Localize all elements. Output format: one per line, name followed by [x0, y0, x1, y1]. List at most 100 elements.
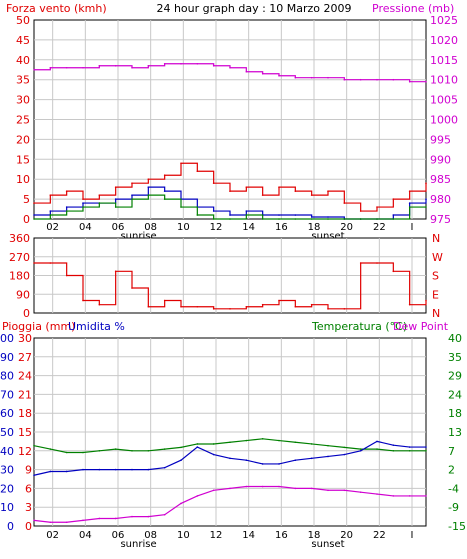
series-direction-point — [327, 308, 329, 310]
series-magenta-point — [261, 72, 264, 75]
series-direction — [34, 262, 427, 310]
series-blue-point — [98, 468, 101, 471]
series-green-point — [408, 206, 411, 208]
series-red-point — [163, 174, 166, 177]
series-green-point — [82, 206, 84, 208]
rain-axis-label: Pioggia (mm) — [2, 320, 75, 333]
series-red-point — [229, 190, 231, 192]
series-green-point — [392, 218, 395, 220]
humidity-tick-label: 0 — [7, 520, 14, 533]
pressure-tick-label: 1000 — [430, 114, 458, 127]
rain-tick-label: 3 — [25, 501, 32, 514]
time-tick-label: 22 — [373, 530, 386, 541]
compass-tick-label: E — [432, 288, 439, 301]
series-magenta-point — [229, 66, 231, 69]
time-tick-label: 10 — [177, 222, 190, 233]
time-tick-label: 18 — [308, 222, 321, 233]
series-blue-point — [327, 455, 329, 458]
series-direction-point — [278, 299, 280, 302]
series-red-point — [343, 202, 346, 204]
series-green-point — [229, 441, 231, 444]
dewpoint-axis-label: Dew Point — [393, 320, 449, 333]
series-blue-point — [33, 214, 35, 216]
series-direction-point — [196, 305, 199, 308]
wind-tick-label: 10 — [16, 173, 30, 186]
series-green-point — [294, 441, 297, 444]
series-green-point — [196, 214, 199, 216]
series-magenta-point — [245, 70, 248, 73]
rain-tick-label: 9 — [25, 464, 32, 477]
series-green-point — [33, 218, 35, 220]
series-magenta-point — [131, 66, 133, 69]
time-tick-label: 20 — [340, 530, 353, 541]
time-tick-label: 10 — [177, 530, 190, 541]
series-direction-point — [65, 274, 68, 277]
wind-tick-label: 20 — [16, 133, 30, 146]
series-blue-point — [196, 446, 199, 448]
series-magenta-point — [82, 519, 84, 522]
series-green-point — [310, 443, 313, 445]
sunset-label: sunset — [311, 539, 344, 550]
temperature-tick-label: 35 — [448, 351, 462, 364]
series-green-point — [49, 214, 52, 216]
time-tick-label: 18 — [308, 530, 321, 541]
series-blue-point — [229, 457, 231, 460]
time-tick-label: 22 — [373, 222, 386, 233]
series-magenta-point — [65, 521, 68, 524]
series-direction-point — [114, 270, 117, 273]
series-magenta-point — [245, 485, 248, 488]
series-green-point — [343, 218, 346, 220]
series-green-point — [278, 439, 280, 442]
series-direction-point — [98, 303, 101, 306]
series-green-point — [245, 439, 248, 442]
series-blue-point — [229, 214, 231, 216]
series-blue-point — [408, 202, 411, 204]
wind-tick-label: 40 — [16, 54, 30, 67]
series-red-point — [212, 182, 215, 184]
series-magenta-point — [425, 80, 427, 83]
series-blue-point — [343, 453, 346, 456]
series-blue-point — [65, 206, 68, 208]
time-tick-label: 16 — [275, 530, 288, 541]
direction-tick-label: 360 — [9, 232, 30, 245]
series-direction-point — [131, 287, 133, 289]
series-magenta-point — [98, 517, 101, 520]
series-green-point — [131, 198, 133, 200]
series-blue-point — [212, 210, 215, 212]
rain-tick-label: 12 — [18, 445, 32, 458]
series-magenta-point — [229, 487, 231, 490]
series-blue-point — [376, 440, 378, 443]
time-tick-label: 12 — [210, 222, 223, 233]
series-green-point — [49, 448, 52, 450]
direction-tick-label: 180 — [9, 270, 30, 283]
series-green-point — [229, 218, 231, 220]
series-direction-point — [212, 308, 215, 310]
series-magenta-point — [196, 495, 199, 497]
compass-tick-label: S — [432, 270, 439, 283]
series-blue-point — [359, 450, 362, 452]
wind-tick-label: 25 — [16, 114, 30, 127]
series-green-point — [147, 194, 150, 196]
time-tick-label: 02 — [46, 222, 59, 233]
wind-tick-label: 15 — [16, 153, 30, 166]
series-green-point — [98, 202, 101, 204]
series-direction-point — [408, 303, 411, 306]
chart-title: 24 hour graph day : 10 Marzo 2009 — [156, 2, 351, 15]
series-magenta-point — [163, 513, 166, 516]
pressure-tick-label: 985 — [430, 173, 451, 186]
series-green-point — [359, 448, 362, 450]
time-tick-label: 08 — [144, 530, 157, 541]
series-blue-point — [163, 190, 166, 192]
series-magenta-point — [82, 66, 84, 69]
temperature-tick-label: 7 — [448, 445, 455, 458]
series-blue-point — [425, 446, 427, 448]
series-magenta-point — [327, 76, 329, 79]
series-green-point — [180, 446, 182, 449]
series-direction-point — [294, 305, 297, 308]
wind-tick-label: 45 — [16, 34, 30, 47]
series-red-point — [310, 194, 313, 196]
series-direction-point — [147, 305, 150, 308]
temperature-tick-label: 24 — [448, 388, 462, 401]
